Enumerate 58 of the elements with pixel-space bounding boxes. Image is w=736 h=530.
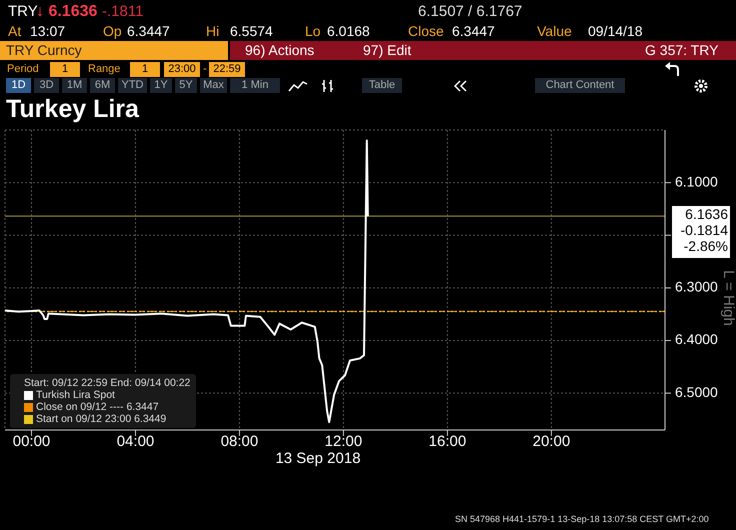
text: Period [7, 62, 39, 77]
text: 6.3447 [452, 23, 495, 39]
y-tick-label: 6.3000 [675, 278, 718, 295]
legend-title: Start: 09/12 22:59 End: 09/14 00:22 [23, 377, 190, 389]
x-tick-label: 00:00 [12, 432, 50, 450]
x-tick-label: 20:00 [532, 432, 570, 450]
text: Op [103, 23, 122, 39]
text: 1D [6, 78, 31, 93]
x-tick-label: 04:00 [116, 432, 154, 450]
text: 6.1636 -0.1814 -2.86% [680, 206, 728, 254]
text: 22:59 [209, 62, 245, 77]
text: 5Y [175, 78, 197, 93]
text: 6.3447 [127, 23, 170, 39]
text: 13:07 [30, 23, 66, 39]
text: Table [362, 78, 402, 93]
legend-label: Start on 09/12 23:00 6.3449 [36, 413, 166, 425]
text: TRY [8, 3, 38, 20]
text: 1M [62, 78, 87, 93]
text: 09/14/18 [588, 23, 642, 39]
text: Value [537, 23, 572, 39]
chart-title: Turkey Lira [6, 95, 139, 124]
text: At [8, 23, 22, 39]
text: ↓ 6.1636 [36, 3, 98, 20]
y-tick-label: 6.5000 [675, 384, 718, 400]
text: 96) Actions [245, 42, 314, 58]
y-axis-title: L = High [720, 270, 736, 326]
text: Hi [206, 23, 220, 39]
text: 6.5574 [230, 23, 273, 39]
text: 6.0168 [327, 23, 370, 39]
text: SN 547968 H441-1579-1 13-Sep-18 13:07:58 CEST GMT+2:00 [455, 513, 709, 526]
text: 1 [50, 62, 80, 77]
text: Max [200, 78, 227, 93]
text: Close [408, 23, 444, 39]
text: - [203, 62, 207, 77]
text: YTD [118, 78, 147, 93]
x-tick-label: 08:00 [220, 432, 258, 450]
text: 1 [130, 62, 160, 77]
y-tick-label: 6.1000 [675, 173, 718, 190]
legend-label: Turkish Lira Spot [36, 389, 115, 401]
text: -.1811 [102, 3, 144, 20]
text: TRY Curncy [6, 42, 82, 58]
text: G 357: TRY [645, 42, 718, 58]
text: Lo [305, 23, 321, 39]
text: Chart Content [535, 78, 625, 93]
y-tick-label: 6.4000 [675, 331, 718, 348]
text: 1 Min [230, 78, 280, 93]
line-series [5, 140, 369, 424]
text: 3D [34, 78, 59, 93]
text: 97) Edit [363, 42, 412, 58]
text: 6M [90, 78, 115, 93]
legend-label: Close on 09/12 ---- 6.3447 [36, 401, 159, 413]
text: Range [88, 62, 120, 77]
text: 23:00 [164, 62, 200, 77]
text: 6.1507 / 6.1767 [418, 3, 522, 20]
x-axis-title: 13 Sep 2018 [274, 450, 362, 468]
text: 1Y [150, 78, 172, 93]
x-tick-label: 16:00 [428, 432, 466, 450]
x-tick-label: 12:00 [324, 432, 362, 450]
